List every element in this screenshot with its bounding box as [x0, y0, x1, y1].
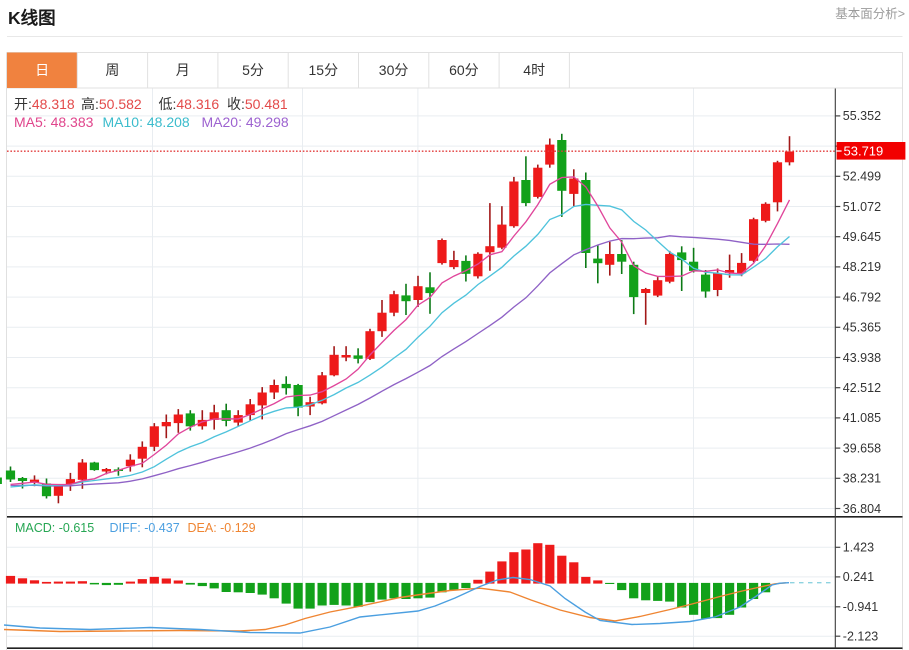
svg-text:1.423: 1.423 — [843, 541, 874, 555]
svg-text:5分: 5分 — [242, 62, 264, 78]
svg-text:0.241: 0.241 — [843, 570, 874, 584]
svg-text:45.365: 45.365 — [843, 321, 881, 335]
svg-text:月: 月 — [176, 62, 190, 78]
svg-text:39.658: 39.658 — [843, 441, 881, 455]
svg-text:55.352: 55.352 — [843, 109, 881, 123]
svg-text:42.512: 42.512 — [843, 381, 881, 395]
svg-text:30分: 30分 — [379, 62, 409, 78]
svg-text:49.645: 49.645 — [843, 230, 881, 244]
svg-text:周: 周 — [105, 62, 119, 78]
svg-text:41.085: 41.085 — [843, 411, 881, 425]
svg-text:51.072: 51.072 — [843, 200, 881, 214]
svg-text:38.231: 38.231 — [843, 472, 881, 486]
svg-text:52.499: 52.499 — [843, 170, 881, 184]
svg-text:53.719: 53.719 — [844, 144, 884, 159]
svg-text:K线图: K线图 — [8, 8, 56, 28]
svg-text:46.792: 46.792 — [843, 290, 881, 304]
svg-text:15分: 15分 — [309, 62, 339, 78]
svg-text:60分: 60分 — [449, 62, 479, 78]
svg-text:-0.941: -0.941 — [843, 600, 878, 614]
svg-text:48.219: 48.219 — [843, 260, 881, 274]
svg-text:-2.123: -2.123 — [843, 630, 878, 644]
svg-text:日: 日 — [35, 62, 49, 78]
svg-text:36.804: 36.804 — [843, 502, 881, 516]
svg-text:43.938: 43.938 — [843, 351, 881, 365]
svg-text:基本面分析>: 基本面分析> — [835, 7, 905, 21]
svg-text:4时: 4时 — [523, 62, 545, 78]
